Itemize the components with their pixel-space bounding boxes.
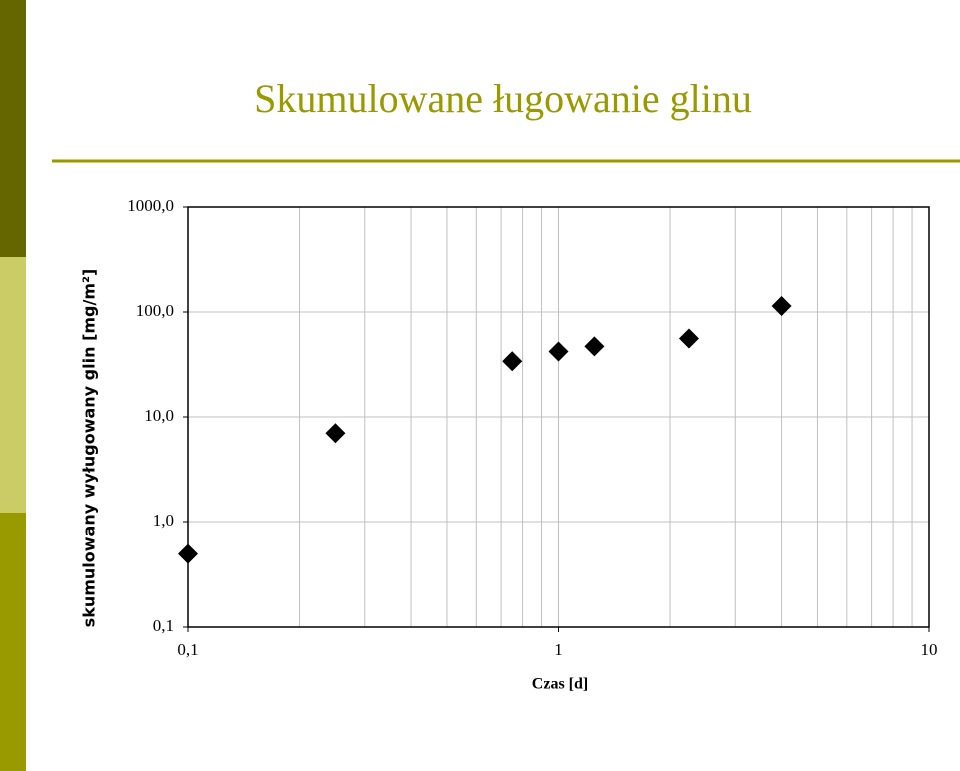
data-point: [771, 296, 792, 317]
x-tick-label: 0,1: [177, 640, 198, 659]
plot-frame: [187, 206, 930, 628]
data-point: [502, 351, 523, 372]
y-tick-label: 0,1: [153, 616, 174, 635]
data-point: [678, 328, 699, 349]
x-tick-label: 1: [554, 640, 563, 659]
y-tick-label: 1,0: [153, 511, 174, 530]
x-tick-label: 10: [921, 640, 938, 659]
data-point: [548, 341, 569, 362]
data-point: [325, 423, 346, 444]
data-point: [584, 336, 605, 357]
y-tick-label: 10,0: [144, 406, 174, 425]
y-tick-label: 1000,0: [127, 196, 174, 215]
y-tick-label: 100,0: [136, 301, 174, 320]
side-bar: [0, 257, 26, 513]
data-point: [178, 543, 198, 564]
y-axis-label: skumulowany wyługowany glin [mg/m²]: [80, 269, 99, 628]
chart-title: Skumulowane ługowanie glinu: [254, 76, 752, 121]
x-axis-label: Czas [d]: [532, 676, 588, 693]
side-bar: [0, 0, 26, 257]
side-bar: [0, 513, 26, 771]
